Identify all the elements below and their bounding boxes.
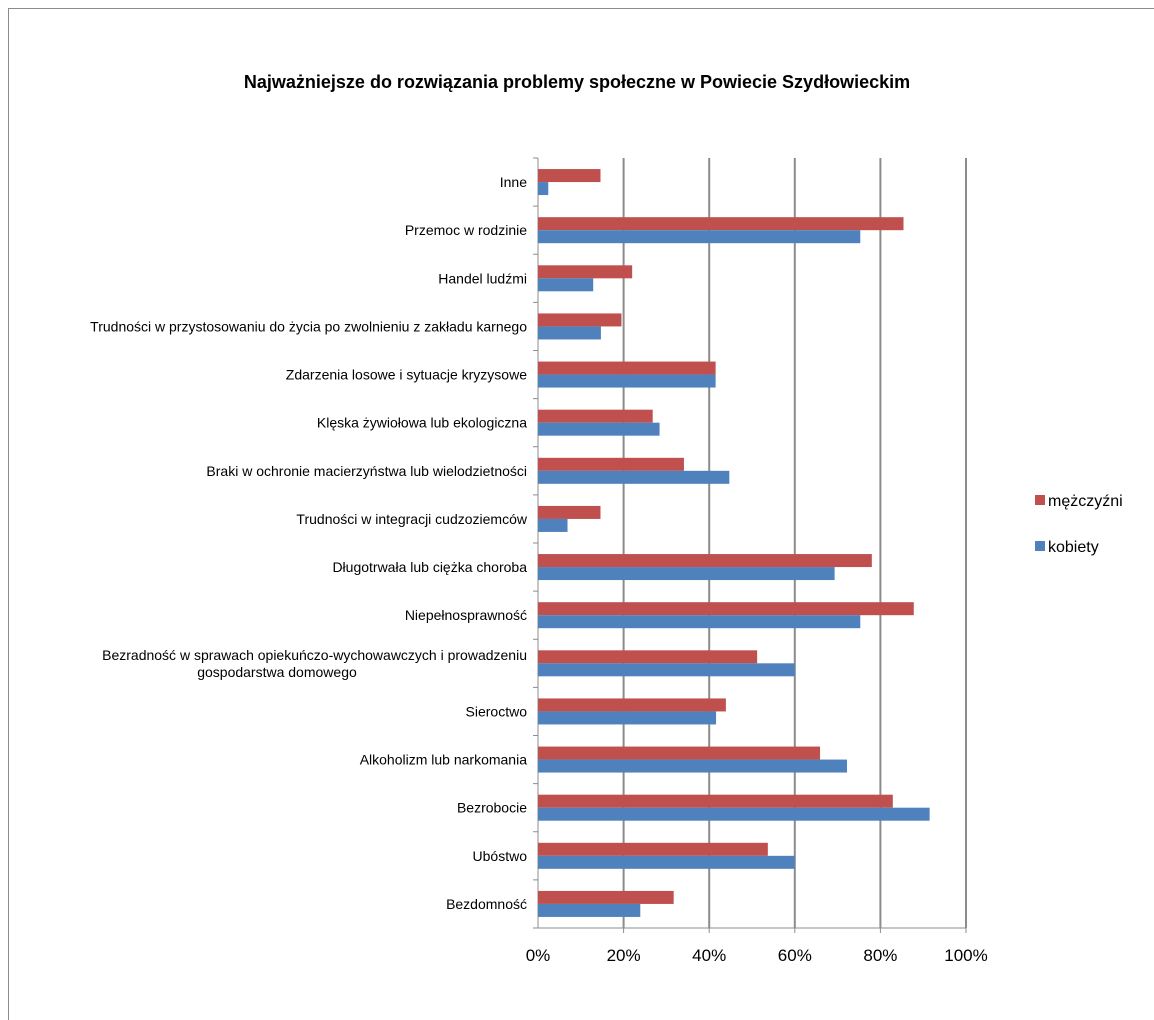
bar	[538, 615, 861, 629]
bar	[538, 567, 835, 581]
legend-swatch	[1035, 495, 1045, 505]
bar	[538, 759, 848, 773]
x-tick-label: 40%	[692, 946, 726, 965]
legend-swatch	[1035, 541, 1045, 551]
bar	[538, 842, 768, 856]
bar	[538, 230, 861, 244]
category-label: Trudności w przystosowaniu do życia po z…	[90, 318, 527, 334]
x-tick-label: 0%	[526, 946, 551, 965]
category-label: Bezradność w sprawach opiekuńczo-wychowa…	[102, 647, 527, 663]
chart-frame	[8, 8, 1154, 1020]
bar	[538, 903, 641, 917]
bar	[538, 470, 730, 484]
x-tick-label: 80%	[863, 946, 897, 965]
bar	[538, 409, 653, 423]
bar	[538, 457, 684, 471]
category-label: Trudności w integracji cudzoziemców	[296, 511, 527, 527]
bar	[538, 265, 633, 279]
bar	[538, 278, 594, 292]
category-label: Bezrobocie	[457, 800, 527, 816]
bar	[538, 746, 821, 760]
category-label: Alkoholizm lub narkomania	[360, 752, 528, 768]
category-label: Bezdomność	[446, 896, 527, 912]
bar	[538, 169, 601, 183]
bar	[538, 182, 549, 196]
bar	[538, 698, 726, 712]
category-label: Długotrwała lub ciężka choroba	[332, 559, 527, 575]
category-label: Niepełnosprawność	[405, 607, 527, 623]
bar	[538, 326, 601, 340]
category-label: Zdarzenia losowe i sytuacje kryzysowe	[286, 367, 527, 383]
chart-title: Najważniejsze do rozwiązania problemy sp…	[243, 72, 911, 92]
category-label: Braki w ochronie macierzyństwa lub wielo…	[206, 463, 527, 479]
bar	[538, 505, 601, 519]
category-label: Sieroctwo	[466, 703, 528, 719]
bar	[538, 602, 914, 616]
category-label: Przemoc w rodzinie	[405, 222, 527, 238]
bar	[538, 650, 758, 664]
category-label: gospodarstwa domowego	[197, 664, 357, 680]
bar	[538, 518, 568, 532]
bar	[538, 794, 893, 808]
bar	[538, 374, 716, 388]
bar	[538, 663, 795, 677]
x-tick-label: 100%	[944, 946, 987, 965]
bar	[538, 890, 674, 904]
category-label: Inne	[500, 174, 527, 190]
bar	[538, 855, 795, 869]
bar	[538, 711, 717, 725]
category-label: Ubóstwo	[473, 848, 528, 864]
x-tick-label: 20%	[607, 946, 641, 965]
category-label: Handel ludźmi	[438, 270, 527, 286]
bar	[538, 554, 872, 568]
legend-label: kobiety	[1048, 539, 1099, 556]
legend-label: mężczyźni	[1048, 493, 1123, 510]
x-tick-label: 60%	[778, 946, 812, 965]
category-label: Klęska żywiołowa lub ekologiczna	[317, 415, 527, 431]
bar	[538, 313, 622, 327]
bar	[538, 807, 930, 821]
bar	[538, 217, 904, 231]
bar	[538, 361, 716, 375]
bar	[538, 422, 660, 436]
